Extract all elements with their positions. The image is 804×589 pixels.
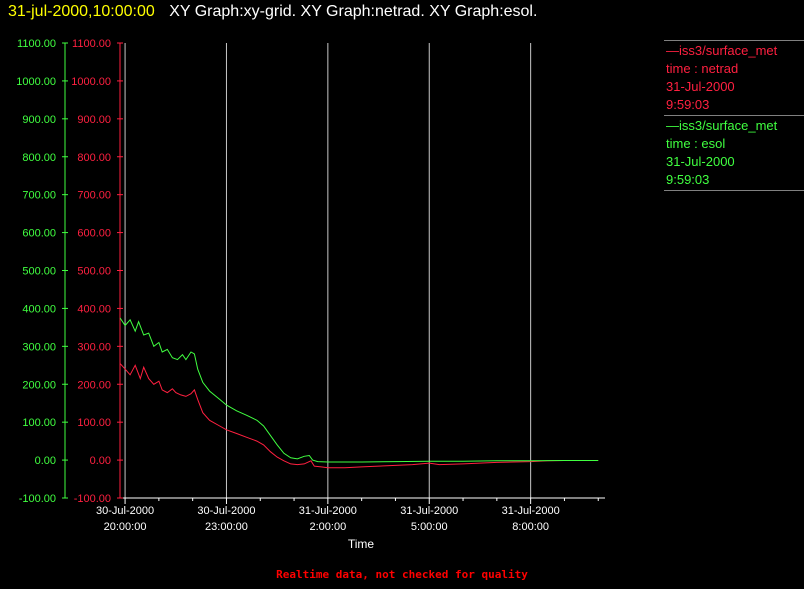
graph-header: 31-jul-2000,10:00:00 XY Graph:xy-grid. X… [8, 2, 537, 22]
y-tick-label-esol: 600.00 [22, 228, 56, 240]
legend-line: —iss3/surface_met [666, 43, 778, 58]
header-timestamp: 31-jul-2000,10:00:00 [8, 3, 155, 20]
y-tick-label-esol: 900.00 [22, 114, 56, 126]
x-tick-label-time: 23:00:00 [205, 521, 248, 533]
x-tick-label-date: 31-Jul-2000 [502, 505, 560, 517]
y-tick-label-netrad: 100.00 [77, 417, 111, 429]
legend: —iss3/surface_met time : netrad 31-Jul-200… [664, 40, 804, 191]
y-tick-label-netrad: 400.00 [77, 303, 111, 315]
quality-disclaimer: Realtime data, not checked for quality [276, 568, 528, 581]
y-tick-label-esol: 400.00 [22, 303, 56, 315]
x-axis-label: Time [348, 537, 375, 551]
y-tick-label-netrad: -100.00 [74, 493, 111, 505]
legend-line: 9:59:03 [666, 172, 710, 187]
y-tick-label-esol: 0.00 [35, 455, 56, 467]
series-line-netrad [119, 363, 599, 469]
x-tick-label-date: 31-Jul-2000 [299, 505, 357, 517]
x-tick-label-date: 30-Jul-2000 [197, 505, 255, 517]
y-tick-label-netrad: 900.00 [77, 114, 111, 126]
x-tick-label-time: 8:00:00 [512, 521, 549, 533]
y-tick-label-netrad: 800.00 [77, 152, 111, 164]
y-tick-label-netrad: 700.00 [77, 190, 111, 202]
x-tick-label-time: 2:00:00 [310, 521, 347, 533]
legend-line: time : netrad [666, 61, 739, 76]
legend-line: 31-Jul-2000 [666, 79, 735, 94]
y-tick-label-esol: 500.00 [22, 266, 56, 278]
y-tick-label-netrad: 300.00 [77, 341, 111, 353]
y-tick-label-esol: 800.00 [22, 152, 56, 164]
header-graph-list: XY Graph:xy-grid. XY Graph:netrad. XY Gr… [169, 3, 538, 20]
legend-line: time : esol [666, 136, 726, 151]
y-tick-label-esol: 200.00 [22, 379, 56, 391]
legend-line: —iss3/surface_met [666, 118, 778, 133]
y-tick-label-esol: 700.00 [22, 190, 56, 202]
legend-line: 31-Jul-2000 [666, 154, 735, 169]
y-tick-label-netrad: 500.00 [77, 266, 111, 278]
x-tick-label-time: 5:00:00 [411, 521, 448, 533]
x-tick-label-time: 20:00:00 [104, 521, 147, 533]
y-tick-label-netrad: 0.00 [90, 455, 111, 467]
y-tick-label-esol: 1000.00 [16, 76, 56, 88]
y-tick-label-esol: 300.00 [22, 341, 56, 353]
legend-line: 9:59:03 [666, 97, 710, 112]
y-tick-label-netrad: 600.00 [77, 228, 111, 240]
series-line-esol [119, 317, 599, 463]
y-tick-label-netrad: 200.00 [77, 379, 111, 391]
x-tick-label-date: 30-Jul-2000 [96, 505, 154, 517]
y-tick-label-esol: -100.00 [19, 493, 56, 505]
y-tick-label-esol: 1100.00 [17, 38, 56, 50]
x-tick-label-date: 31-Jul-2000 [400, 505, 458, 517]
y-tick-label-esol: 100.00 [22, 417, 56, 429]
y-tick-label-netrad: 1100.00 [72, 38, 111, 50]
y-tick-label-netrad: 1000.00 [71, 76, 111, 88]
